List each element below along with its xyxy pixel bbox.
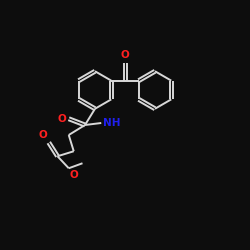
Text: O: O bbox=[38, 130, 47, 140]
Text: O: O bbox=[57, 114, 66, 124]
Text: NH: NH bbox=[103, 118, 121, 128]
Text: O: O bbox=[70, 170, 79, 179]
Text: O: O bbox=[120, 50, 130, 60]
